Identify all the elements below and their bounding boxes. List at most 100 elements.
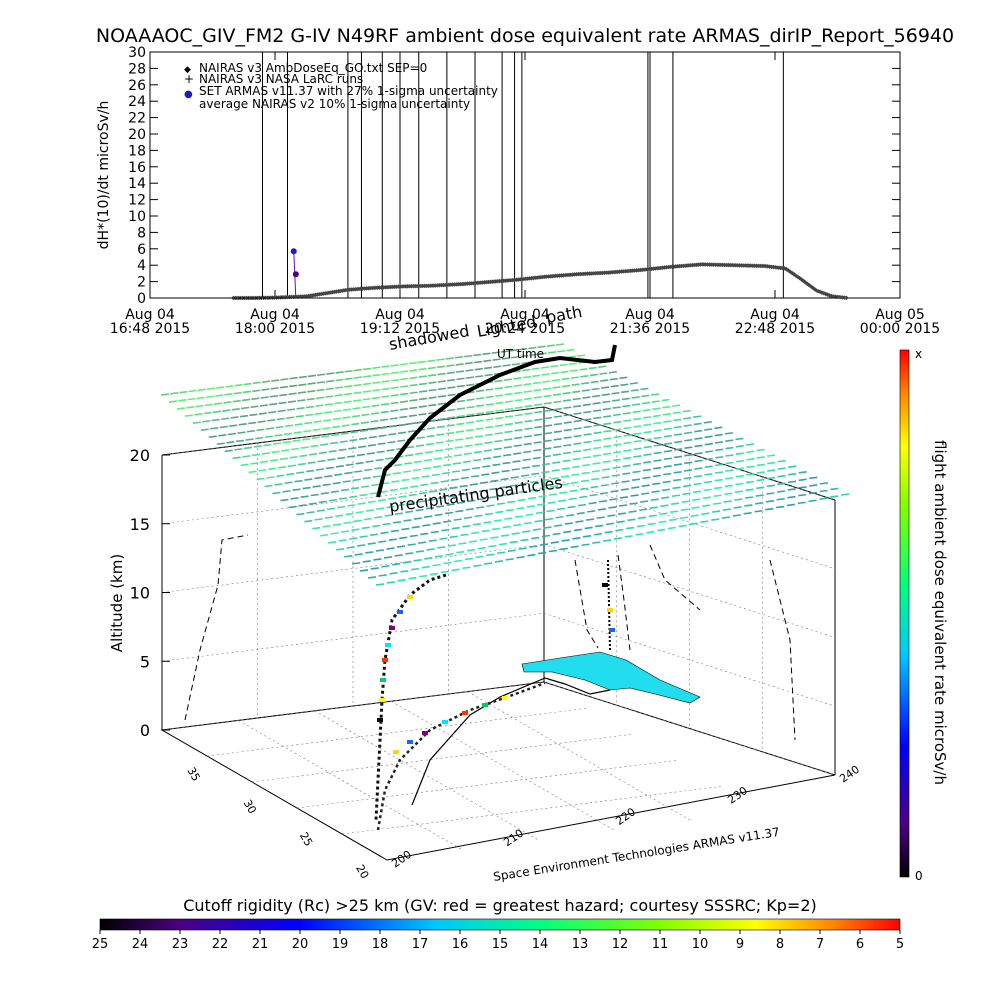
precip-mark xyxy=(361,413,370,417)
precip-mark xyxy=(819,489,828,493)
dose-point xyxy=(379,698,385,702)
precip-mark xyxy=(650,393,660,396)
precip-mark xyxy=(437,365,446,369)
precip-mark xyxy=(304,478,313,481)
precip-mark xyxy=(643,423,652,427)
precip-mark xyxy=(581,382,590,385)
precip-mark xyxy=(531,367,540,371)
precip-mark xyxy=(504,392,513,396)
precip-mark xyxy=(593,431,602,435)
precip-mark xyxy=(339,497,348,500)
precip-mark xyxy=(312,428,321,432)
flight-path-descent xyxy=(607,559,611,651)
precip-mark xyxy=(439,537,448,541)
precip-mark xyxy=(538,495,547,498)
precip-mark xyxy=(573,404,582,408)
precip-mark xyxy=(472,458,482,462)
precip-mark xyxy=(590,485,599,489)
precip-mark xyxy=(724,432,733,435)
precip-mark xyxy=(745,443,755,446)
precip-mark xyxy=(221,417,230,421)
lat-tick-label: 20 xyxy=(353,863,371,882)
precip-mark xyxy=(583,418,592,421)
precip-mark xyxy=(379,418,389,422)
precip-mark xyxy=(350,487,360,490)
precip-mark xyxy=(398,423,407,427)
precip-mark xyxy=(466,413,475,417)
precip-mark xyxy=(359,437,368,440)
precip-mark xyxy=(643,445,652,449)
precip-mark xyxy=(704,428,713,431)
precip-mark xyxy=(559,363,568,367)
precip-mark xyxy=(514,436,523,440)
legend-symbol-larc-runs: + xyxy=(184,72,194,86)
precip-mark xyxy=(224,449,233,453)
precip-mark xyxy=(382,522,391,526)
precip-mark xyxy=(756,471,765,474)
x-tick-label-date: Aug 04 xyxy=(250,307,300,323)
precip-mark xyxy=(661,488,671,492)
precip-mark xyxy=(733,506,742,509)
precip-mark xyxy=(573,427,582,430)
precip-mark xyxy=(321,435,330,438)
precip-mark xyxy=(541,470,550,474)
precip-mark xyxy=(504,385,513,389)
precip-mark xyxy=(269,394,279,398)
precip-mark xyxy=(527,496,537,500)
precip-mark xyxy=(400,377,409,381)
precip-mark xyxy=(507,500,516,504)
precip-mark xyxy=(767,454,776,457)
precip-mark xyxy=(560,483,569,486)
precip-mark xyxy=(767,469,776,472)
precip-mark xyxy=(538,352,547,355)
polar-region xyxy=(521,651,701,704)
precip-mark xyxy=(282,490,291,493)
precip-mark xyxy=(633,417,642,421)
precip-mark xyxy=(744,496,754,499)
precip-mark xyxy=(372,373,381,377)
precip-mark xyxy=(681,500,690,504)
precip-mark xyxy=(643,461,652,464)
precip-mark xyxy=(298,383,307,387)
precip-mark xyxy=(618,504,628,507)
precip-mark xyxy=(362,390,371,393)
precip-mark xyxy=(477,497,486,501)
precip-mark xyxy=(543,526,552,529)
precip-mark xyxy=(344,369,353,373)
precip-mark xyxy=(693,482,702,486)
precip-mark xyxy=(694,452,703,455)
precip-mark xyxy=(296,407,305,410)
precip-mark xyxy=(316,388,325,392)
precip-mark xyxy=(405,454,414,457)
precip-mark xyxy=(532,374,541,378)
precip-mark xyxy=(456,399,466,403)
precip-mark xyxy=(703,488,712,492)
rigidity-tick-label: 23 xyxy=(172,937,189,952)
precip-mark xyxy=(445,439,454,443)
precip-mark xyxy=(553,407,562,411)
precip-mark xyxy=(436,505,445,508)
precip-mark xyxy=(465,436,474,440)
precip-mark xyxy=(532,381,541,385)
precip-mark xyxy=(300,446,309,449)
precip-mark xyxy=(246,429,256,433)
precip-mark xyxy=(632,470,641,474)
precip-mark xyxy=(529,545,538,548)
precip-mark xyxy=(504,415,514,418)
precip-mark xyxy=(437,546,446,549)
precip-mark xyxy=(623,419,632,422)
rigidity-tick-label: 8 xyxy=(776,937,784,952)
precip-mark xyxy=(475,389,485,393)
precip-mark xyxy=(317,373,326,377)
precip-mark xyxy=(408,361,418,365)
precip-mark xyxy=(735,437,744,441)
precip-mark xyxy=(495,424,504,427)
precip-mark xyxy=(494,560,504,563)
precip-mark xyxy=(399,536,408,540)
precip-mark xyxy=(337,456,346,460)
precip-mark xyxy=(746,473,755,476)
precip-mark xyxy=(579,368,588,371)
precip-mark xyxy=(206,387,216,390)
precip-mark xyxy=(504,400,514,403)
precip-mark xyxy=(579,487,589,491)
